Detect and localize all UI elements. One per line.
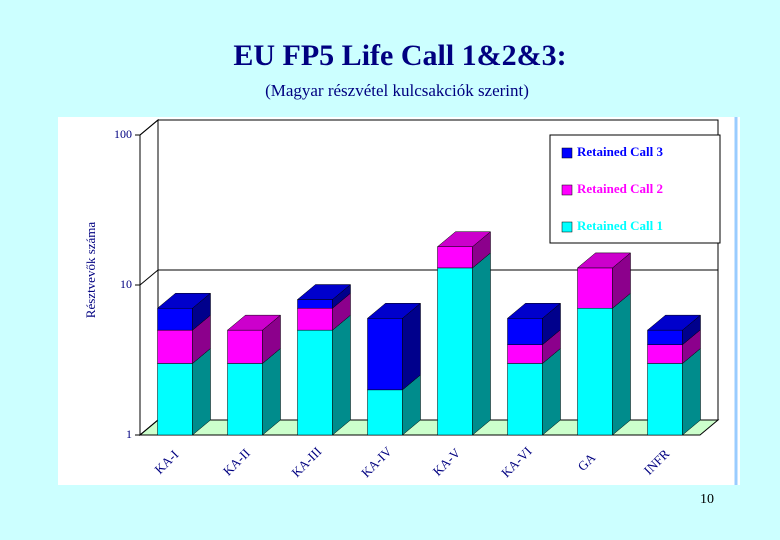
bar-side — [332, 314, 351, 436]
bar-front — [647, 363, 683, 436]
bar-front — [157, 307, 193, 331]
bar-segment — [647, 329, 701, 364]
bar-front — [227, 329, 263, 364]
bar-front — [507, 318, 543, 345]
bar-top — [296, 284, 352, 300]
legend-swatch — [561, 221, 573, 233]
grid-line-side — [139, 119, 159, 136]
bar-segment — [227, 314, 281, 364]
legend-label: Retained Call 1 — [577, 218, 663, 233]
bar-segment — [577, 252, 631, 309]
bar-front — [367, 389, 403, 436]
bar-side — [612, 292, 631, 436]
bar-front — [647, 344, 683, 364]
bar-side — [472, 252, 491, 436]
bar-front — [297, 299, 333, 309]
legend-swatch — [561, 147, 573, 159]
bar-front — [227, 363, 263, 436]
bar-segment — [437, 252, 491, 436]
y-tick-label: 10 — [120, 277, 132, 291]
bar-segment — [647, 314, 701, 346]
y-tick-label: 1 — [126, 427, 132, 441]
bar-front — [157, 363, 193, 436]
y-axis-title: Résztvevők száma — [83, 222, 98, 319]
bar-segment — [647, 347, 701, 436]
bar-segment — [227, 347, 281, 436]
bar-front — [367, 318, 403, 391]
bar-front — [297, 307, 333, 331]
bar-front — [507, 344, 543, 364]
bar-segment — [507, 302, 561, 346]
bar-segment — [577, 292, 631, 436]
grid-line-side — [139, 419, 159, 436]
legend-box — [549, 134, 721, 244]
legend-label: Retained Call 2 — [577, 181, 663, 196]
bar-front — [647, 329, 683, 345]
page-number: 10 — [700, 492, 714, 507]
bar-front — [437, 246, 473, 269]
bar-front — [157, 329, 193, 364]
bar-front — [507, 363, 543, 436]
bar-front — [577, 307, 613, 436]
legend-label: Retained Call 3 — [577, 144, 663, 159]
bar-top — [226, 314, 282, 331]
bar-top — [576, 252, 632, 269]
legend-swatch — [561, 184, 573, 196]
bar-segment — [297, 314, 351, 436]
bar-segment — [507, 347, 561, 436]
bar-segment — [367, 302, 421, 391]
grid-line-side — [139, 269, 159, 286]
bar-segment — [367, 374, 421, 436]
bar-top — [646, 314, 702, 331]
bar-segment — [157, 314, 211, 364]
bar-front — [437, 267, 473, 436]
bar-top — [366, 303, 422, 319]
floor — [138, 419, 720, 436]
bar-top — [156, 292, 212, 309]
bar-front — [297, 329, 333, 436]
title: EU FP5 Life Call 1&2&3: — [233, 39, 566, 72]
subtitle: (Magyar részvétel kulcsakciók szerint) — [265, 81, 529, 100]
bar-front — [577, 267, 613, 309]
bar-top — [506, 303, 562, 319]
bar-segment — [297, 292, 351, 331]
bar-top — [436, 231, 492, 247]
y-tick-label: 100 — [114, 127, 132, 141]
